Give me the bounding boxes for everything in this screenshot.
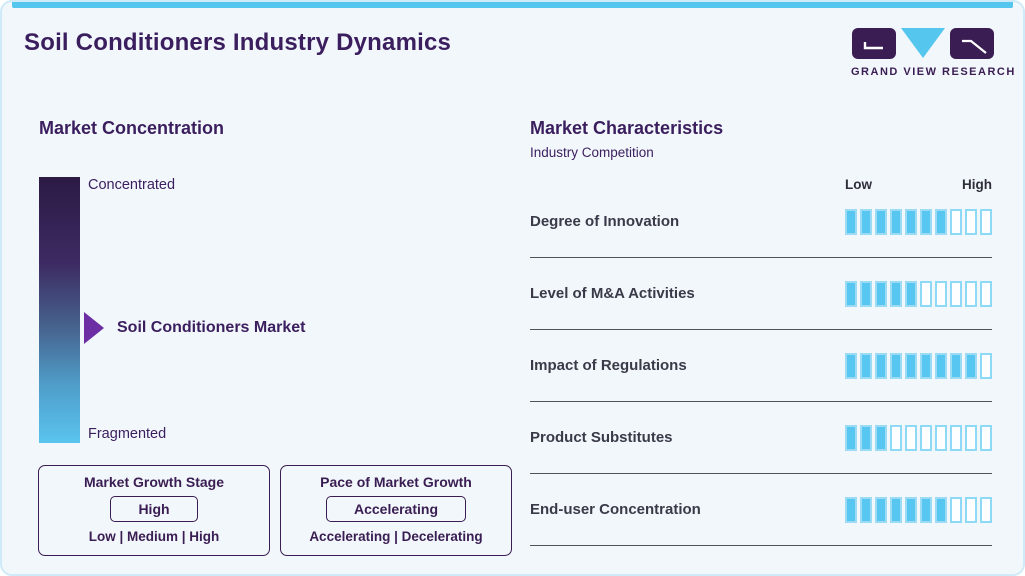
tick-filled: [845, 352, 857, 379]
tick-empty: [920, 280, 932, 307]
rating-ticks: [845, 208, 992, 235]
tick-filled: [845, 424, 857, 451]
tick-empty: [920, 424, 932, 451]
tick-filled: [890, 496, 902, 523]
marker-label: Soil Conditioners Market: [117, 319, 306, 336]
tick-empty: [950, 496, 962, 523]
tick-empty: [950, 280, 962, 307]
growth-pace-value: Accelerating: [325, 496, 467, 522]
tick-filled: [935, 352, 947, 379]
industry-competition-subheading: Industry Competition: [530, 145, 654, 160]
marker-arrow-icon: [84, 312, 104, 344]
logo-v-icon: [901, 28, 945, 58]
tick-empty: [965, 208, 977, 235]
tick-filled: [860, 352, 872, 379]
growth-stage-options: Low | Medium | High: [88, 529, 220, 544]
market-characteristics-heading: Market Characteristics: [530, 118, 724, 138]
top-accent-bar: [12, 2, 1013, 8]
logo-g-icon: [852, 28, 896, 59]
tick-filled: [920, 352, 932, 379]
tick-empty: [935, 424, 947, 451]
characteristic-row: Product Substitutes: [530, 402, 992, 474]
characteristic-label: End-user Concentration: [530, 501, 701, 518]
growth-stage-value: High: [110, 496, 198, 522]
tick-filled: [950, 352, 962, 379]
characteristic-row: Level of M&A Activities: [530, 258, 992, 330]
tick-filled: [965, 352, 977, 379]
tick-filled: [875, 352, 887, 379]
growth-pace-options: Accelerating | Decelerating: [309, 529, 483, 544]
tick-filled: [875, 424, 887, 451]
tick-filled: [905, 496, 917, 523]
tick-filled: [935, 208, 947, 235]
market-position-marker: Soil Conditioners Market: [84, 312, 305, 344]
market-concentration-heading: Market Concentration: [39, 118, 225, 138]
tick-filled: [860, 424, 872, 451]
characteristic-label: Level of M&A Activities: [530, 285, 695, 302]
brand-name: GRAND VIEW RESEARCH: [851, 66, 1016, 78]
growth-stage-title: Market Growth Stage: [83, 474, 225, 490]
logo-r-icon: [950, 28, 994, 59]
tick-filled: [845, 280, 857, 307]
characteristic-row: End-user Concentration: [530, 474, 992, 546]
concentration-gradient-bar: [39, 177, 80, 443]
tick-filled: [920, 496, 932, 523]
tick-empty: [980, 208, 992, 235]
characteristic-label: Impact of Regulations: [530, 357, 687, 374]
tick-empty: [965, 424, 977, 451]
tick-filled: [890, 352, 902, 379]
rating-ticks: [845, 424, 992, 451]
characteristic-label: Degree of Innovation: [530, 213, 680, 230]
tick-filled: [860, 280, 872, 307]
tick-filled: [890, 280, 902, 307]
tick-empty: [980, 280, 992, 307]
tick-empty: [965, 496, 977, 523]
tick-empty: [980, 424, 992, 451]
tick-empty: [965, 280, 977, 307]
tick-filled: [935, 496, 947, 523]
tick-filled: [845, 496, 857, 523]
tick-filled: [890, 208, 902, 235]
market-growth-stage-box: Market Growth Stage High Low | Medium | …: [38, 465, 270, 556]
tick-filled: [875, 496, 887, 523]
growth-pace-title: Pace of Market Growth: [320, 474, 472, 490]
page-title: Soil Conditioners Industry Dynamics: [24, 29, 452, 56]
rating-scale-labels: Low High: [845, 177, 992, 192]
pace-of-market-growth-box: Pace of Market Growth Accelerating Accel…: [280, 465, 512, 556]
characteristic-row: Degree of Innovation: [530, 186, 992, 258]
rating-ticks: [845, 496, 992, 523]
tick-empty: [980, 496, 992, 523]
tick-empty: [890, 424, 902, 451]
tick-filled: [845, 208, 857, 235]
tick-empty: [950, 208, 962, 235]
tick-filled: [875, 208, 887, 235]
tick-filled: [905, 352, 917, 379]
rating-ticks: [845, 280, 992, 307]
scale-low-label: Low: [845, 177, 872, 192]
tick-filled: [905, 280, 917, 307]
tick-filled: [905, 208, 917, 235]
characteristic-row: Impact of Regulations: [530, 330, 992, 402]
logo-marks: [851, 28, 995, 60]
scale-high-label: High: [962, 177, 992, 192]
rating-ticks: [845, 352, 992, 379]
tick-empty: [980, 352, 992, 379]
brand-logo: GRAND VIEW RESEARCH: [851, 28, 1016, 78]
tick-empty: [950, 424, 962, 451]
scale-label-fragmented: Fragmented: [88, 426, 167, 442]
tick-filled: [875, 280, 887, 307]
tick-filled: [860, 208, 872, 235]
scale-label-concentrated: Concentrated: [88, 177, 176, 193]
characteristic-label: Product Substitutes: [530, 429, 673, 446]
tick-filled: [920, 208, 932, 235]
tick-empty: [935, 280, 947, 307]
characteristics-list: Degree of Innovation Level of M&A Activit…: [530, 186, 992, 546]
tick-filled: [860, 496, 872, 523]
tick-empty: [905, 424, 917, 451]
